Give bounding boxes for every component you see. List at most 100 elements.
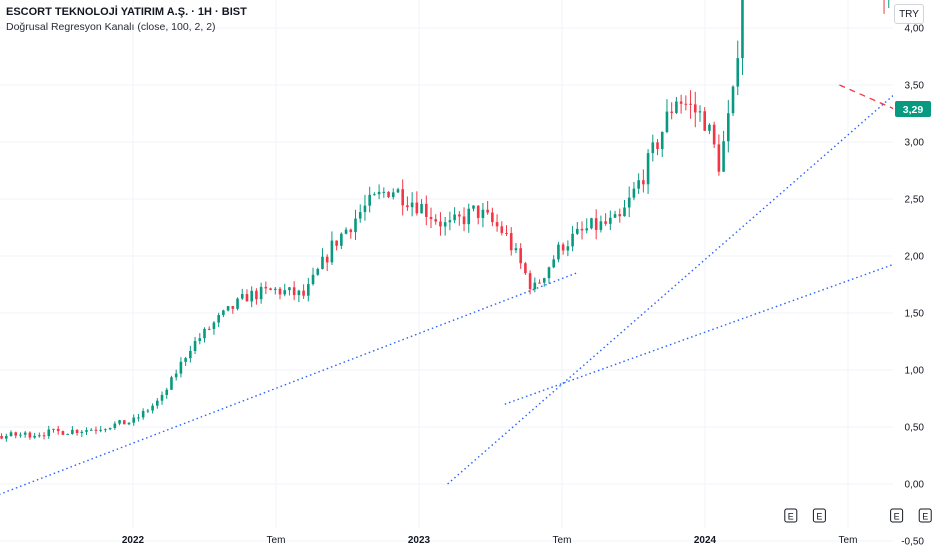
candle-body — [61, 431, 65, 435]
candle-body — [363, 205, 367, 213]
candle-body — [613, 214, 617, 218]
earnings-event-icon[interactable] — [890, 508, 904, 523]
candle-body — [542, 278, 546, 283]
candle-body — [193, 340, 197, 351]
candle-body — [113, 423, 117, 428]
y-tick-label: 1,50 — [905, 309, 925, 320]
candle-body — [472, 205, 475, 209]
candle-body — [684, 103, 688, 105]
candle-body — [552, 259, 556, 268]
candle-body — [599, 221, 603, 230]
candle-body — [240, 294, 244, 299]
y-tick-label: 3,00 — [905, 138, 925, 149]
earnings-event-label: E — [922, 512, 928, 522]
candle-body — [325, 256, 329, 263]
candle-body — [429, 216, 433, 220]
candle-body — [207, 328, 211, 330]
candle-body — [590, 218, 593, 229]
candle-body — [576, 228, 579, 234]
candle-body — [703, 111, 707, 131]
candle-body — [410, 202, 414, 208]
candle-body — [538, 282, 541, 284]
y-tick-label: 1,00 — [905, 366, 925, 377]
indicator-label[interactable]: Doğrusal Regresyon Kanalı (close, 100, 2… — [6, 21, 216, 33]
last-price-tag[interactable] — [895, 100, 931, 117]
candle-body — [547, 267, 551, 279]
candle-body — [594, 218, 598, 230]
candle-body — [727, 113, 730, 142]
candle-body — [368, 194, 371, 206]
candle-body — [137, 417, 140, 419]
candle-body — [56, 428, 60, 432]
earnings-event-icon[interactable] — [784, 508, 798, 523]
currency-button[interactable]: TRY — [894, 4, 924, 24]
candle-body — [524, 263, 527, 274]
candle-body — [717, 144, 721, 172]
candle-body — [264, 286, 268, 289]
candle-body — [302, 290, 305, 296]
candle-body — [132, 417, 136, 423]
last-price-label: 3,29 — [903, 104, 924, 116]
candle-body — [160, 394, 164, 401]
candle-body — [660, 131, 664, 149]
candle-body — [307, 284, 310, 296]
candle-body — [712, 124, 716, 145]
earnings-event-label: E — [894, 512, 900, 522]
candle-body — [495, 222, 499, 227]
earnings-event-icon[interactable] — [812, 508, 826, 523]
candle-body — [66, 433, 69, 435]
candle-body — [5, 435, 8, 439]
candle-body — [122, 420, 126, 425]
candle-body — [118, 420, 121, 424]
candle-body — [453, 214, 456, 221]
earnings-event-label: E — [788, 512, 794, 522]
candle-body — [151, 405, 154, 411]
x-tick-label: 2024 — [694, 535, 717, 546]
candle-body — [89, 429, 93, 431]
candle-body — [75, 429, 79, 433]
candle-body — [373, 194, 376, 196]
candle-body — [623, 207, 626, 217]
candle-body — [670, 111, 673, 113]
candle-body — [505, 232, 508, 234]
candle-body — [675, 101, 678, 113]
candle-body — [627, 197, 631, 208]
candle-body — [174, 373, 178, 378]
candle-body — [226, 306, 230, 311]
x-tick-label: Tem — [839, 535, 858, 546]
candle-body — [179, 361, 183, 374]
symbol-title[interactable]: ESCORT TEKNOLOJİ YATIRIM A.Ş. · 1H · BIS… — [6, 6, 247, 18]
candle-body — [632, 188, 636, 198]
candle-body — [476, 205, 480, 218]
candle-body — [33, 435, 36, 438]
candle-body — [500, 226, 504, 233]
x-tick-label: 2022 — [122, 535, 145, 546]
candle-body — [278, 288, 282, 295]
candle-body — [396, 189, 400, 193]
earnings-event-icon[interactable] — [918, 508, 932, 523]
candle-body — [19, 434, 22, 436]
candle-body — [269, 288, 272, 290]
candle-body — [236, 298, 239, 309]
y-tick-label: 3,50 — [905, 81, 925, 92]
x-tick-label: Tem — [553, 535, 572, 546]
candle-body — [698, 111, 702, 113]
candle-body — [38, 435, 41, 437]
candle-body — [424, 203, 428, 217]
candle-body — [646, 153, 650, 185]
candle-body — [358, 212, 362, 219]
candle-body — [335, 240, 338, 246]
candle-body — [741, 0, 744, 59]
dotted-trendline — [504, 263, 893, 405]
candle-body — [637, 180, 640, 189]
candle-body — [330, 240, 334, 263]
candle-body — [321, 256, 324, 269]
candle-body — [292, 287, 296, 296]
candle-body — [250, 290, 253, 302]
candle-body — [448, 220, 452, 223]
candle-body — [340, 233, 343, 246]
candle-body — [391, 192, 395, 198]
candle-body — [52, 428, 55, 430]
